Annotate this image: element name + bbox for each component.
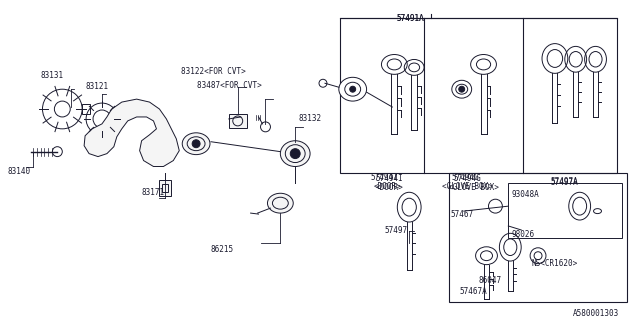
Bar	[163, 184, 168, 192]
Ellipse shape	[280, 141, 310, 166]
Text: 83487<FOR CVT>: 83487<FOR CVT>	[197, 81, 262, 90]
Text: 57467A: 57467A	[460, 287, 488, 296]
Text: NS<CR1620>: NS<CR1620>	[531, 259, 577, 268]
Text: 57467: 57467	[451, 210, 474, 219]
Text: 93048A: 93048A	[511, 190, 539, 199]
Text: 57494I: 57494I	[376, 174, 403, 183]
Circle shape	[459, 86, 465, 92]
Text: <GLOVE BOX>: <GLOVE BOX>	[448, 183, 499, 192]
Text: 83171: 83171	[141, 188, 164, 197]
Circle shape	[192, 140, 200, 148]
Text: 57497A: 57497A	[551, 179, 579, 188]
Circle shape	[291, 149, 300, 159]
Text: 83140: 83140	[8, 166, 31, 175]
Text: 86047: 86047	[479, 276, 502, 284]
Ellipse shape	[268, 193, 293, 213]
Circle shape	[349, 86, 356, 92]
Text: 57491A: 57491A	[396, 14, 424, 23]
Text: 57494I: 57494I	[371, 173, 398, 182]
Text: 83131: 83131	[40, 71, 63, 80]
Text: 57491A: 57491A	[396, 14, 424, 23]
Text: 57494G: 57494G	[454, 174, 481, 183]
Bar	[508, 183, 622, 238]
Text: 57497A: 57497A	[551, 177, 579, 187]
Text: 83132: 83132	[298, 114, 321, 123]
Polygon shape	[84, 99, 179, 166]
Ellipse shape	[182, 133, 210, 155]
Text: <GLOVE BOX>: <GLOVE BOX>	[442, 182, 493, 191]
Text: 83121: 83121	[85, 82, 108, 91]
Ellipse shape	[452, 80, 472, 98]
Bar	[229, 114, 246, 128]
Text: <DOOR>: <DOOR>	[374, 182, 401, 191]
Bar	[340, 18, 618, 173]
Text: <DOOR>: <DOOR>	[376, 183, 403, 192]
Text: 57494G: 57494G	[452, 173, 479, 182]
Text: 98026: 98026	[511, 230, 534, 239]
Text: A580001303: A580001303	[573, 309, 619, 318]
Text: 86215: 86215	[211, 245, 234, 254]
Bar	[449, 173, 627, 302]
Text: 83122<FOR CVT>: 83122<FOR CVT>	[181, 68, 246, 76]
Text: 57497: 57497	[385, 226, 408, 235]
Bar	[82, 104, 90, 114]
Bar	[159, 180, 172, 196]
Ellipse shape	[339, 77, 367, 101]
